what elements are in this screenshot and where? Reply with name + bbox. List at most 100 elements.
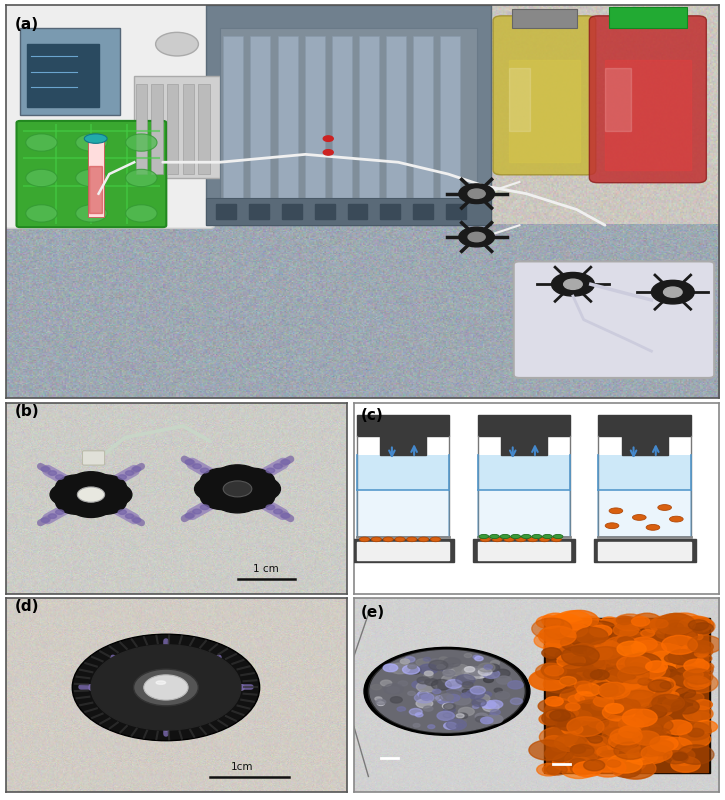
Circle shape [443, 690, 463, 701]
Bar [440, 36, 460, 198]
Circle shape [384, 684, 403, 694]
Circle shape [655, 666, 677, 678]
Circle shape [376, 699, 386, 705]
Circle shape [676, 687, 695, 698]
Circle shape [534, 632, 566, 649]
Circle shape [430, 659, 441, 665]
Circle shape [462, 682, 473, 688]
Circle shape [72, 634, 260, 741]
Circle shape [371, 685, 381, 690]
Circle shape [82, 490, 126, 514]
Circle shape [532, 618, 572, 639]
Circle shape [633, 727, 658, 741]
Circle shape [545, 624, 574, 639]
Bar [473, 539, 575, 562]
Circle shape [437, 711, 455, 720]
FancyBboxPatch shape [17, 121, 166, 227]
Circle shape [649, 719, 673, 732]
Circle shape [458, 670, 471, 678]
FancyBboxPatch shape [589, 16, 706, 182]
Circle shape [556, 736, 585, 751]
Circle shape [419, 693, 429, 698]
Circle shape [617, 655, 652, 674]
Circle shape [633, 731, 660, 745]
Circle shape [679, 618, 700, 629]
Circle shape [491, 661, 500, 666]
Circle shape [368, 650, 526, 733]
Bar [220, 29, 476, 202]
Circle shape [639, 749, 666, 763]
Circle shape [687, 633, 703, 641]
Circle shape [459, 719, 466, 723]
Circle shape [565, 710, 579, 717]
Circle shape [464, 654, 472, 658]
Circle shape [144, 675, 188, 700]
Circle shape [605, 670, 632, 683]
Circle shape [665, 708, 701, 726]
Circle shape [400, 659, 410, 664]
Circle shape [542, 710, 576, 727]
Circle shape [660, 682, 674, 689]
Circle shape [472, 686, 479, 690]
Circle shape [56, 490, 100, 514]
Circle shape [397, 707, 405, 711]
Bar [20, 29, 120, 115]
Circle shape [623, 664, 642, 674]
Circle shape [228, 468, 275, 494]
Circle shape [619, 726, 646, 739]
Circle shape [545, 697, 563, 706]
Circle shape [602, 704, 635, 721]
Circle shape [577, 683, 601, 696]
Circle shape [671, 654, 705, 673]
Circle shape [323, 150, 334, 155]
Circle shape [475, 713, 488, 720]
Circle shape [596, 672, 626, 687]
Circle shape [665, 627, 697, 645]
Circle shape [590, 670, 609, 680]
Circle shape [623, 690, 658, 708]
Circle shape [571, 751, 585, 759]
Circle shape [468, 666, 485, 675]
Circle shape [614, 742, 647, 759]
Circle shape [215, 465, 261, 491]
Circle shape [650, 615, 685, 634]
Circle shape [680, 673, 718, 693]
Circle shape [629, 674, 642, 682]
Circle shape [557, 654, 585, 669]
Circle shape [694, 721, 718, 733]
Circle shape [587, 646, 625, 667]
Circle shape [683, 706, 713, 722]
Circle shape [495, 691, 510, 699]
Circle shape [576, 673, 610, 691]
Circle shape [549, 626, 584, 644]
Circle shape [606, 698, 640, 715]
Circle shape [608, 650, 644, 670]
Circle shape [622, 715, 655, 733]
Circle shape [555, 611, 592, 630]
Circle shape [447, 694, 460, 702]
Circle shape [573, 750, 606, 767]
Circle shape [589, 675, 621, 692]
Circle shape [658, 619, 676, 629]
Circle shape [469, 689, 485, 698]
Circle shape [600, 735, 635, 754]
FancyBboxPatch shape [493, 16, 596, 175]
Circle shape [674, 662, 689, 670]
Circle shape [424, 671, 433, 676]
Circle shape [185, 460, 194, 465]
Circle shape [471, 686, 485, 694]
Bar [381, 204, 400, 219]
Circle shape [608, 714, 635, 728]
Circle shape [600, 683, 625, 696]
Circle shape [679, 646, 707, 660]
Circle shape [456, 674, 475, 685]
Circle shape [570, 761, 585, 769]
Circle shape [481, 718, 488, 722]
Circle shape [639, 634, 677, 654]
Circle shape [604, 636, 640, 656]
Circle shape [550, 710, 571, 721]
Circle shape [618, 637, 634, 646]
Circle shape [608, 738, 638, 754]
Circle shape [688, 635, 722, 654]
Ellipse shape [84, 134, 107, 143]
